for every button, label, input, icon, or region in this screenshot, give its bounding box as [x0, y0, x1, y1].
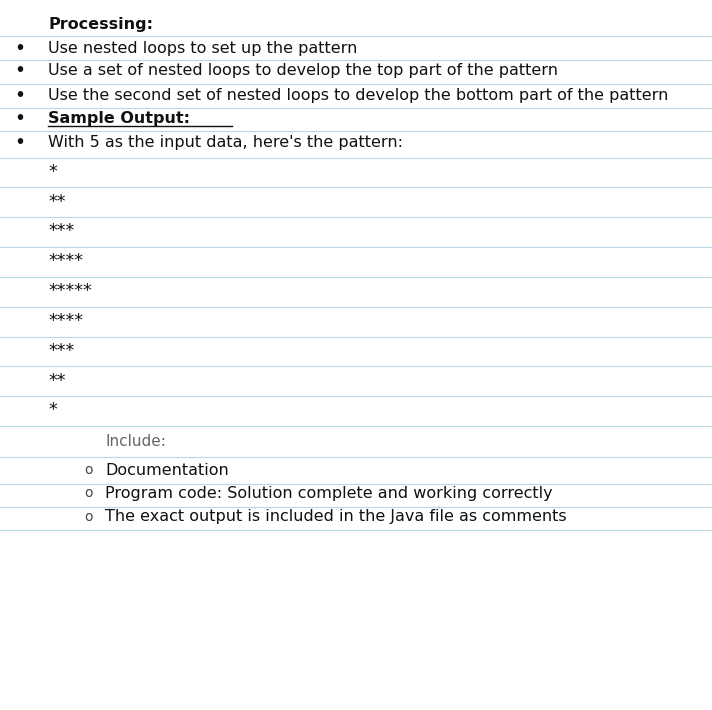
Text: **: **: [48, 192, 66, 211]
Text: •: •: [14, 39, 26, 58]
Text: Sample Output:: Sample Output:: [48, 111, 190, 126]
Text: Processing:: Processing:: [48, 16, 153, 32]
Text: With 5 as the input data, here's the pattern:: With 5 as the input data, here's the pat…: [48, 134, 404, 150]
Text: *: *: [48, 401, 57, 420]
Text: o: o: [84, 510, 93, 524]
Text: ****: ****: [48, 252, 83, 271]
Text: *****: *****: [48, 282, 92, 300]
Text: •: •: [14, 86, 26, 104]
Text: Use nested loops to set up the pattern: Use nested loops to set up the pattern: [48, 40, 358, 56]
Text: •: •: [14, 62, 26, 80]
Text: *: *: [48, 163, 57, 181]
Text: ***: ***: [48, 342, 75, 360]
Text: o: o: [84, 486, 93, 501]
Text: ***: ***: [48, 222, 75, 241]
Text: Include:: Include:: [105, 434, 166, 449]
Text: o: o: [84, 463, 93, 477]
Text: Documentation: Documentation: [105, 462, 229, 478]
Text: •: •: [14, 133, 26, 151]
Text: ****: ****: [48, 312, 83, 330]
Text: The exact output is included in the Java file as comments: The exact output is included in the Java…: [105, 509, 567, 525]
Text: Use a set of nested loops to develop the top part of the pattern: Use a set of nested loops to develop the…: [48, 63, 558, 79]
Text: Program code: Solution complete and working correctly: Program code: Solution complete and work…: [105, 486, 553, 501]
Text: Use the second set of nested loops to develop the bottom part of the pattern: Use the second set of nested loops to de…: [48, 87, 669, 103]
Text: **: **: [48, 371, 66, 390]
Text: •: •: [14, 109, 26, 128]
